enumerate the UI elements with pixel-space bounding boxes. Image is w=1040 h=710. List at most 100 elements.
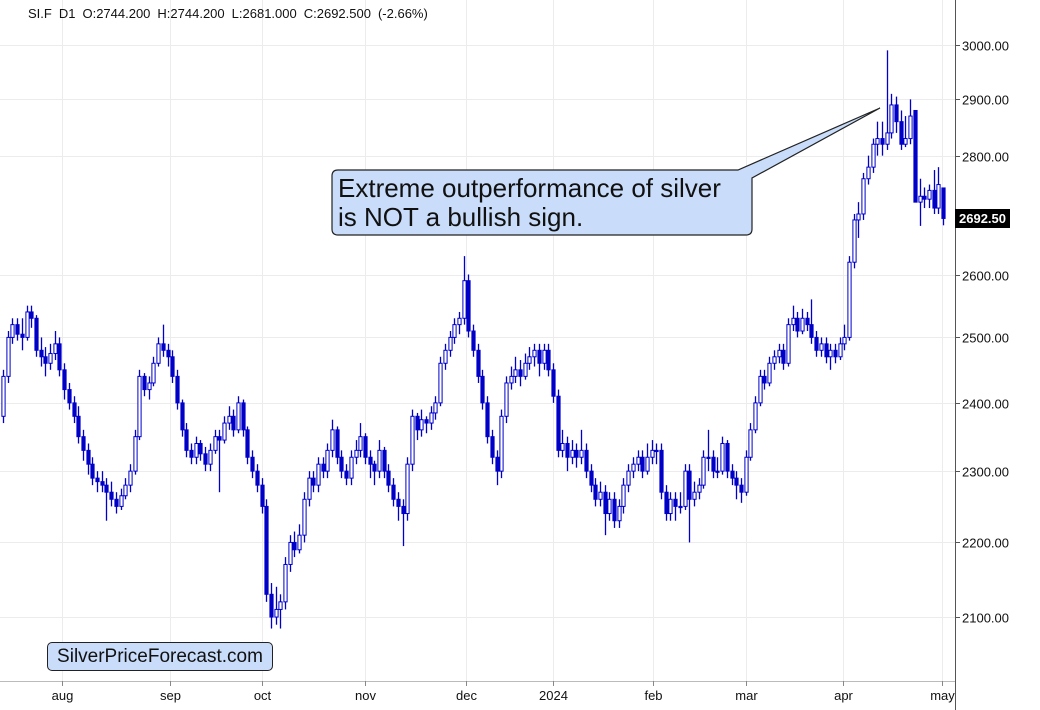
candle: [706, 429, 711, 472]
candle-body-down: [39, 349, 44, 358]
candle: [819, 337, 824, 357]
candle-body-down: [391, 484, 396, 500]
candle-body-down: [142, 375, 147, 391]
candle-body-down: [20, 333, 25, 338]
candle: [537, 343, 542, 377]
candle-body-down: [415, 415, 420, 431]
candle: [363, 433, 368, 465]
candle: [283, 557, 288, 610]
candle-body-up: [227, 415, 232, 424]
candle: [565, 436, 570, 472]
candle-body-down: [480, 375, 485, 404]
candle-body-down: [485, 402, 490, 438]
x-tick-label: apr: [834, 688, 853, 703]
candle-body-down: [166, 349, 171, 358]
candle-body-down: [372, 463, 377, 472]
candle-body-down: [95, 477, 100, 483]
candle-body-down: [217, 436, 222, 441]
candle-body-down: [495, 456, 500, 472]
candle: [734, 471, 739, 500]
candle-body-up: [861, 178, 866, 215]
candle-body-up: [889, 104, 894, 134]
candle-body-down: [546, 349, 551, 371]
candle-body-up: [53, 343, 58, 355]
candle: [231, 409, 236, 437]
candle-body-down: [894, 104, 899, 123]
candle: [245, 426, 250, 465]
candle: [668, 492, 673, 521]
candle: [335, 426, 340, 465]
candle: [401, 499, 406, 547]
candle: [612, 492, 617, 528]
candle-body-up: [358, 436, 363, 451]
candle-body-up: [758, 375, 763, 404]
candle: [424, 416, 429, 434]
candle-body-up: [828, 349, 833, 358]
candle: [457, 311, 462, 335]
candle-body-up: [753, 402, 758, 431]
candle-body-down: [264, 505, 269, 595]
candle: [532, 343, 537, 367]
candle: [241, 399, 246, 437]
candle-body-down: [795, 317, 800, 332]
candle: [589, 464, 594, 493]
candle: [203, 446, 208, 472]
candle-body-up: [871, 143, 876, 168]
candle-body-up: [542, 349, 547, 364]
candle: [104, 478, 109, 521]
candle-body-down: [471, 330, 476, 351]
candle-body-down: [62, 369, 67, 391]
candle: [180, 399, 185, 437]
candle-body-up: [631, 463, 636, 472]
candle: [762, 369, 767, 390]
candle: [29, 305, 34, 328]
candle-body-down: [551, 369, 556, 397]
x-tick-label: oct: [254, 688, 272, 703]
candle: [739, 478, 744, 503]
y-tick-label: 2800.00: [962, 150, 1009, 165]
candle: [570, 440, 575, 465]
candle: [758, 369, 763, 407]
candle: [786, 318, 791, 367]
candle-body-up: [6, 336, 11, 377]
candle-body-down: [466, 280, 471, 332]
candle-body-up: [598, 491, 603, 500]
y-tick-label: 2200.00: [962, 536, 1009, 551]
candle: [419, 409, 424, 437]
candle-body-up: [457, 317, 462, 326]
candle-body-up: [1, 375, 6, 417]
candle-body-down: [100, 481, 105, 486]
candle: [57, 337, 62, 377]
candle: [791, 305, 796, 332]
last-price-label: 2692.50: [955, 209, 1010, 228]
candle: [462, 256, 467, 325]
candle-body-down: [335, 429, 340, 458]
candle: [692, 481, 697, 507]
candle-body-up: [885, 132, 890, 145]
candle: [339, 450, 344, 479]
candle-body-down: [654, 449, 659, 453]
candle: [626, 464, 631, 493]
candle-body-up: [405, 463, 410, 515]
candle-body-down: [424, 419, 429, 424]
candle: [922, 187, 927, 209]
candle: [6, 331, 11, 383]
candle: [885, 50, 890, 150]
candle-body-down: [114, 498, 119, 507]
candle: [147, 376, 152, 400]
candle: [659, 443, 664, 500]
candle-body-up: [918, 195, 923, 203]
candle-body-up: [513, 369, 518, 377]
candle: [119, 488, 124, 510]
candle: [307, 471, 312, 507]
candle: [344, 464, 349, 486]
candle: [607, 492, 612, 521]
callout-shape: [331, 107, 881, 236]
candle-body-up: [419, 419, 424, 431]
candle-body-down: [184, 429, 189, 451]
candle-body-up: [819, 343, 824, 351]
candle-body-up: [847, 261, 852, 338]
candle-body-up: [903, 138, 908, 145]
candle-body-up: [349, 456, 354, 479]
candle-body-down: [386, 470, 391, 486]
